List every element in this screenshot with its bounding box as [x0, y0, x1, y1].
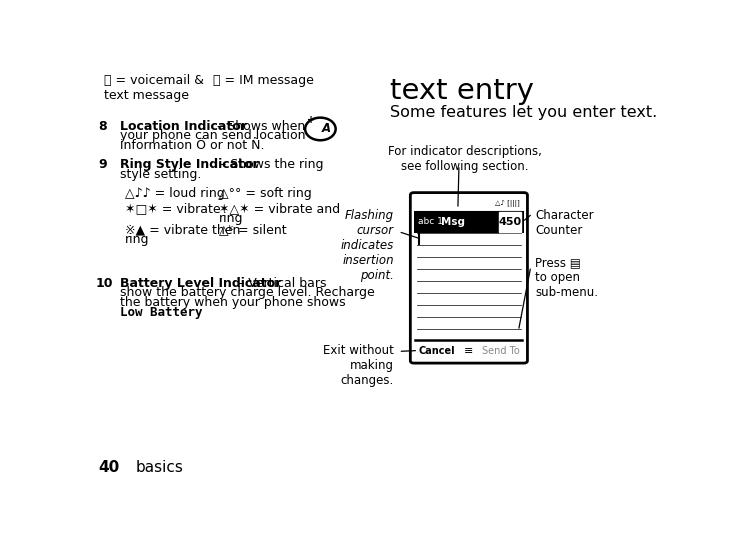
Text: Flashing
cursor
indicates
insertion
point.: Flashing cursor indicates insertion poin…: [341, 208, 394, 282]
Text: △♪♪ = loud ring: △♪♪ = loud ring: [126, 187, 225, 200]
Text: For indicator descriptions,
see following section.: For indicator descriptions, see followin…: [388, 145, 542, 173]
Text: Msg: Msg: [441, 217, 465, 227]
Text: 8: 8: [98, 120, 107, 133]
Text: – Shows when: – Shows when: [217, 120, 305, 133]
Text: ※▲ = vibrate then: ※▲ = vibrate then: [126, 224, 241, 237]
Text: text entry: text entry: [390, 77, 534, 105]
Text: A: A: [321, 122, 331, 135]
Text: ✶△✶ = vibrate and: ✶△✶ = vibrate and: [218, 203, 339, 215]
Bar: [499, 212, 521, 232]
Text: Send To: Send To: [482, 345, 520, 356]
Text: Low Battery: Low Battery: [120, 306, 202, 319]
Text: abc 1: abc 1: [418, 218, 442, 226]
Text: ✶□✶ = vibrate: ✶□✶ = vibrate: [126, 203, 220, 215]
Text: show the battery charge level. Recharge: show the battery charge level. Recharge: [120, 287, 374, 299]
Text: ≡: ≡: [464, 345, 474, 356]
Text: your phone can send location: your phone can send location: [120, 129, 305, 143]
Text: 10: 10: [96, 277, 113, 290]
Text: 40: 40: [98, 460, 119, 475]
Text: △ᵏ = silent: △ᵏ = silent: [218, 224, 286, 237]
Text: Location Indicator: Location Indicator: [120, 120, 247, 133]
Text: – Vertical bars: – Vertical bars: [238, 277, 327, 290]
FancyBboxPatch shape: [410, 193, 528, 363]
Text: Ⓘ = IM message: Ⓘ = IM message: [213, 75, 314, 88]
Text: information Ö or not Ñ.: information Ö or not Ñ.: [120, 139, 264, 152]
Text: Character
Counter: Character Counter: [535, 208, 594, 237]
Text: Press ▤
to open
sub-menu.: Press ▤ to open sub-menu.: [535, 256, 599, 299]
Text: Cancel: Cancel: [418, 345, 455, 356]
Text: basics: basics: [135, 460, 183, 475]
Text: .: .: [180, 306, 185, 319]
Text: Some features let you enter text.: Some features let you enter text.: [390, 105, 657, 120]
Text: style setting.: style setting.: [120, 168, 201, 181]
Text: △♪ [|||]: △♪ [|||]: [496, 200, 520, 207]
Text: ring: ring: [218, 212, 243, 225]
Text: Ring Style Indicator: Ring Style Indicator: [120, 158, 258, 171]
Text: Exit without
making
changes.: Exit without making changes.: [323, 344, 394, 387]
Text: 450: 450: [499, 217, 521, 227]
Text: Ⓢ = voicemail &
text message: Ⓢ = voicemail & text message: [104, 75, 204, 102]
Bar: [414, 211, 524, 233]
Text: – Shows the ring: – Shows the ring: [220, 158, 323, 171]
Text: 9: 9: [98, 158, 107, 171]
Text: the battery when your phone shows: the battery when your phone shows: [120, 296, 345, 309]
Text: +: +: [307, 115, 315, 125]
Text: Battery Level Indicator: Battery Level Indicator: [120, 277, 281, 290]
Text: ring: ring: [126, 233, 150, 246]
Text: △°° = soft ring: △°° = soft ring: [218, 187, 311, 200]
